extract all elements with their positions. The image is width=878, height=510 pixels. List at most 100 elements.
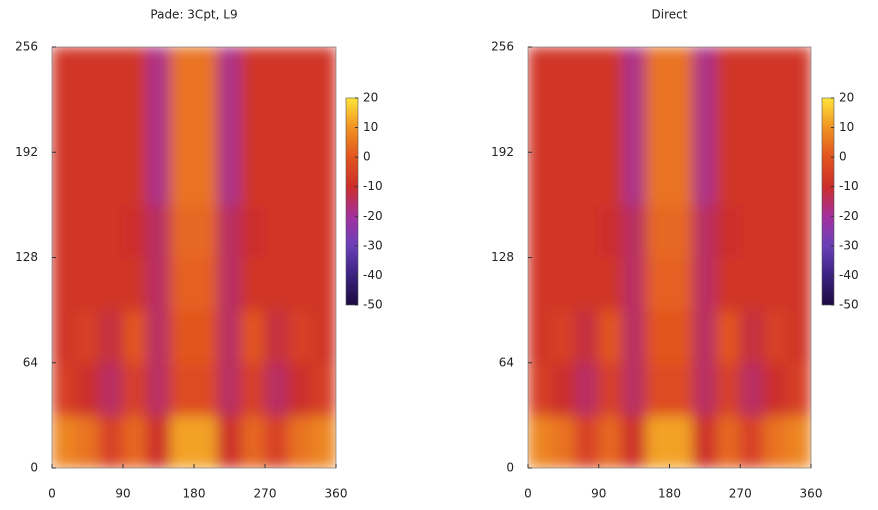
heatmap-cell (311, 362, 336, 416)
heatmap-cell (716, 362, 741, 416)
heatmap-cell (692, 362, 718, 416)
heatmap-cell (193, 309, 219, 364)
heatmap-cell (264, 309, 290, 364)
heatmap-cell (193, 414, 219, 468)
heatmap-cell (716, 204, 741, 258)
heatmap-cell (551, 414, 576, 468)
heatmap-cell (692, 309, 718, 364)
heatmap-cell (98, 309, 124, 364)
heatmap-cell (669, 204, 694, 258)
heatmap-cell (739, 151, 765, 206)
heatmap-cell (288, 414, 313, 468)
heatmap-cell (645, 414, 670, 468)
heatmap-cell (786, 362, 811, 416)
heatmap-cell (240, 414, 266, 468)
y-tick-label: 192 (15, 145, 38, 159)
x-tick-label: 0 (524, 487, 532, 501)
colorbar (345, 97, 359, 306)
heatmap-cell (621, 204, 647, 258)
heatmap-cell (264, 362, 290, 416)
heatmap-cell (75, 47, 100, 101)
colorbar-tick-label: 20 (839, 91, 854, 105)
heatmap-cell (52, 204, 77, 258)
heatmap-cells (52, 47, 336, 468)
x-tick-label: 0 (48, 487, 56, 501)
x-tick-label: 360 (325, 487, 348, 501)
heatmap-cell (311, 257, 336, 311)
heatmap-cell (122, 414, 148, 468)
heatmap-cell (692, 204, 718, 258)
heatmap-cell (288, 47, 313, 101)
heatmap-cell (692, 47, 718, 101)
colorbar-tick-label: -50 (363, 298, 383, 312)
heatmap-cell (621, 151, 647, 206)
heatmap-cell (739, 204, 765, 258)
heatmap-cell (217, 414, 242, 468)
heatmap-cell (98, 257, 124, 311)
heatmap-cell (574, 99, 600, 153)
heatmap-cell (763, 309, 788, 364)
heatmap-cell (692, 414, 718, 468)
heatmap-cell (288, 99, 313, 153)
heatmap-cell (75, 309, 100, 364)
heatmap-cell (645, 204, 670, 258)
heatmap-cell (598, 47, 623, 101)
heatmap-cell (75, 362, 100, 416)
heatmap-cell (669, 151, 694, 206)
y-tick-label: 256 (15, 40, 38, 54)
heatmap-cell (240, 47, 266, 101)
heatmap-cell (169, 257, 195, 311)
heatmap-cell (264, 99, 290, 153)
heatmap-cell (52, 362, 77, 416)
heatmap-cell (75, 99, 100, 153)
heatmap-cell (193, 99, 219, 153)
y-tick-label: 0 (30, 461, 38, 475)
colorbar-tick-label: -20 (839, 209, 859, 223)
y-tick-label: 128 (15, 250, 38, 264)
heatmap-cell (240, 151, 266, 206)
x-tick-label: 180 (658, 487, 681, 501)
heatmap-cell (786, 47, 811, 101)
heatmap-cell (645, 362, 670, 416)
heatmap-cells (528, 47, 811, 468)
heatmap-cell (645, 99, 670, 153)
heatmap-cell (193, 362, 219, 416)
heatmap-cell (598, 414, 623, 468)
y-tick-label: 128 (491, 250, 514, 264)
colorbar-tick-label: -10 (839, 179, 859, 193)
heatmap-cell (763, 47, 788, 101)
heatmap-cell (288, 204, 313, 258)
heatmap-cell (240, 204, 266, 258)
colorbar-tick-label: 10 (839, 120, 854, 134)
heatmap-cell (264, 151, 290, 206)
heatmap-cell (122, 151, 148, 206)
heatmap-cell (692, 257, 718, 311)
heatmap-cell (574, 362, 600, 416)
heatmap-cell (692, 151, 718, 206)
colorbar-tick-label: -40 (839, 268, 859, 282)
y-tick-label: 64 (499, 355, 514, 369)
heatmap-cell (598, 309, 623, 364)
heatmap-cell (598, 204, 623, 258)
heatmap-cell (240, 309, 266, 364)
heatmap-cell (621, 257, 647, 311)
heatmap-cell (193, 204, 219, 258)
heatmap-cell (217, 99, 242, 153)
heatmap-cell (311, 414, 336, 468)
chart-title: Direct (652, 8, 688, 22)
heatmap-cell (574, 257, 600, 311)
heatmap-cell (669, 362, 694, 416)
heatmap-cell (98, 47, 124, 101)
colorbar-tick-label: -20 (363, 209, 383, 223)
heatmap-cell (146, 99, 171, 153)
x-tick-label: 360 (800, 487, 823, 501)
heatmap-cell (122, 309, 148, 364)
heatmap-cell (716, 414, 741, 468)
heatmap-cell (551, 151, 576, 206)
heatmap-cell (621, 362, 647, 416)
heatmap-cell (240, 362, 266, 416)
heatmap-cell (763, 414, 788, 468)
heatmap-cell (763, 204, 788, 258)
x-tick-label: 90 (115, 487, 130, 501)
